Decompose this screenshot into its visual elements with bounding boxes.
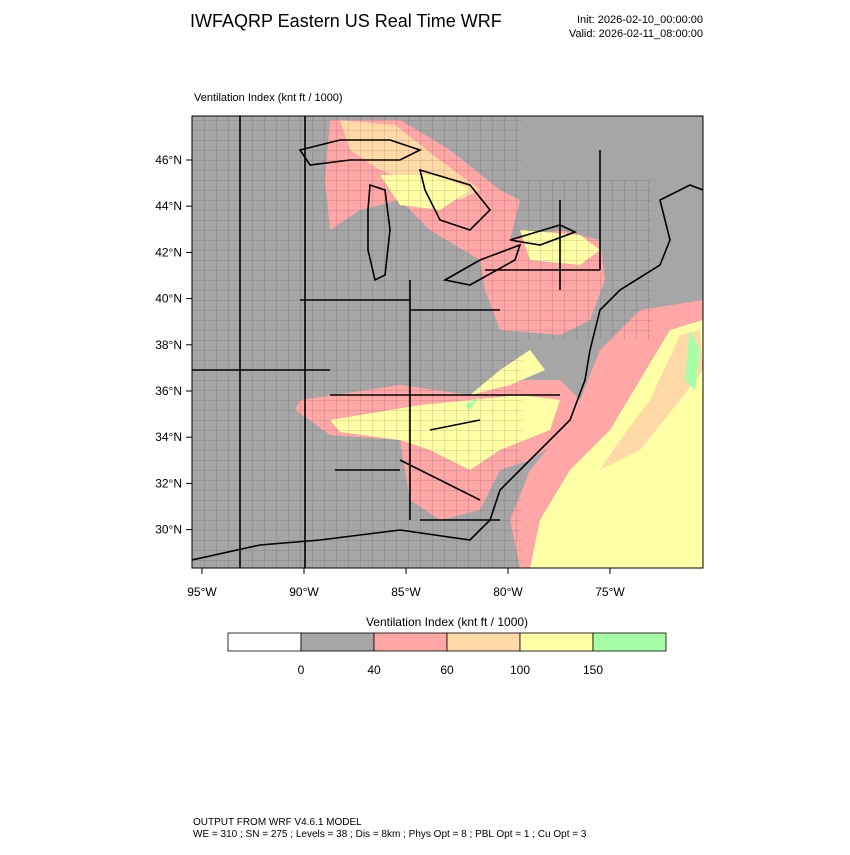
- footer-line: OUTPUT FROM WRF V4.6.1 MODEL: [193, 817, 362, 828]
- init-time: Init: 2026-02-10_00:00:00: [577, 14, 703, 26]
- colorbar-swatch: [300, 632, 375, 652]
- colorbar-label: 60: [440, 663, 454, 677]
- map-frame: [191, 115, 704, 569]
- lon-label: 90°W: [289, 585, 319, 599]
- colorbar-title: Ventilation Index (knt ft / 1000): [366, 615, 528, 629]
- lat-label: 40°N: [155, 292, 182, 306]
- lat-label: 30°N: [155, 523, 182, 537]
- lat-label: 38°N: [155, 338, 182, 352]
- lat-label: 46°N: [155, 153, 182, 167]
- colorbar-swatch: [519, 632, 594, 652]
- valid-time: Valid: 2026-02-11_08:00:00: [569, 28, 703, 40]
- map: [192, 116, 703, 568]
- colorbar-label: 150: [583, 663, 603, 677]
- lon-label: 85°W: [391, 585, 421, 599]
- lat-label: 32°N: [155, 476, 182, 490]
- lon-label: 75°W: [595, 585, 625, 599]
- colorbar-swatch: [227, 632, 302, 652]
- lat-label: 42°N: [155, 245, 182, 259]
- lat-label: 34°N: [155, 430, 182, 444]
- lon-label: 95°W: [187, 585, 217, 599]
- colorbar-swatch: [446, 632, 521, 652]
- title: IWFAQRP Eastern US Real Time WRF: [190, 11, 502, 31]
- colorbar-label: 100: [510, 663, 530, 677]
- lat-label: 36°N: [155, 384, 182, 398]
- colorbar-label: 40: [367, 663, 381, 677]
- colorbar-swatch: [592, 632, 667, 652]
- lat-label: 44°N: [155, 199, 182, 213]
- map-title: Ventilation Index (knt ft / 1000): [194, 92, 343, 104]
- footer-line: WE = 310 ; SN = 275 ; Levels = 38 ; Dis …: [193, 829, 587, 840]
- colorbar-label: 0: [298, 663, 305, 677]
- lon-label: 80°W: [493, 585, 523, 599]
- colorbar-swatch: [373, 632, 448, 652]
